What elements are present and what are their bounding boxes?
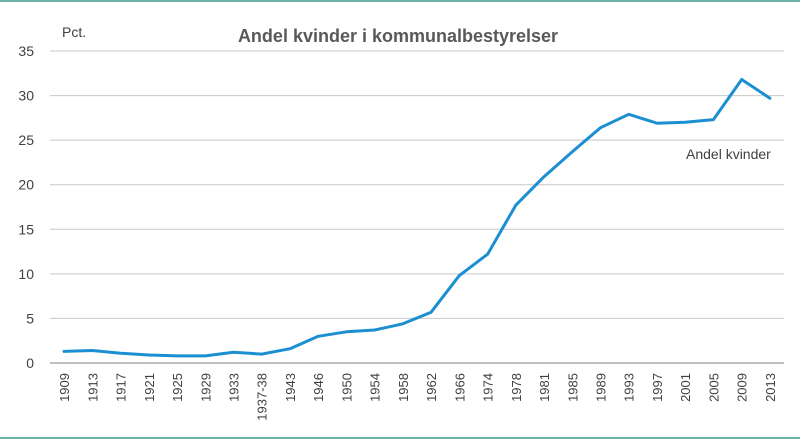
y-tick-label: 25	[18, 132, 34, 148]
chart-title: Andel kvinder i kommunalbestyrelser	[238, 26, 558, 46]
x-tick-label: 2005	[706, 373, 721, 402]
series-group	[62, 78, 772, 358]
y-tick-label: 35	[18, 43, 34, 59]
x-tick-label: 2009	[735, 373, 750, 402]
y-axis-unit-label: Pct.	[62, 24, 86, 40]
gridlines	[50, 50, 784, 364]
x-tick-label: 1925	[170, 373, 185, 402]
x-tick-label: 1974	[481, 373, 496, 402]
x-tick-label: 1937-38	[255, 373, 270, 421]
x-tick-label: 1943	[283, 373, 298, 402]
series-line	[62, 78, 772, 358]
x-tick-label: 2013	[763, 373, 778, 402]
x-tick-label: 1933	[227, 373, 242, 402]
x-tick-label: 1929	[198, 373, 213, 402]
x-tick-label: 1962	[424, 373, 439, 402]
y-tick-label: 10	[18, 266, 34, 282]
x-tick-label: 2001	[678, 373, 693, 402]
y-tick-label: 0	[26, 355, 34, 371]
y-tick-label: 30	[18, 88, 34, 104]
y-axis-ticks: 0 5 10 15 20 25 30 35	[18, 43, 34, 371]
x-tick-label: 1981	[537, 373, 552, 402]
x-tick-label: 1989	[594, 373, 609, 402]
x-tick-label: 1997	[650, 373, 665, 402]
y-tick-label: 20	[18, 177, 34, 193]
x-tick-label: 1909	[57, 373, 72, 402]
x-tick-label: 1993	[622, 373, 637, 402]
series-label: Andel kvinder	[686, 146, 771, 162]
x-tick-label: 1958	[396, 373, 411, 402]
x-tick-label: 1950	[339, 373, 354, 402]
x-tick-label: 1921	[142, 373, 157, 402]
x-tick-label: 1985	[565, 373, 580, 402]
x-tick-label: 1917	[114, 373, 129, 402]
x-axis-ticks: 1909 1913 1917 1921 1925 1929 1933 1937-38 1943 1…	[57, 373, 778, 421]
x-tick-label: 1978	[509, 373, 524, 402]
x-tick-label: 1954	[368, 373, 383, 402]
y-tick-label: 5	[26, 310, 34, 326]
x-tick-label: 1966	[452, 373, 467, 402]
y-tick-label: 15	[18, 221, 34, 237]
x-tick-label: 1946	[311, 373, 326, 402]
x-tick-label: 1913	[85, 373, 100, 402]
